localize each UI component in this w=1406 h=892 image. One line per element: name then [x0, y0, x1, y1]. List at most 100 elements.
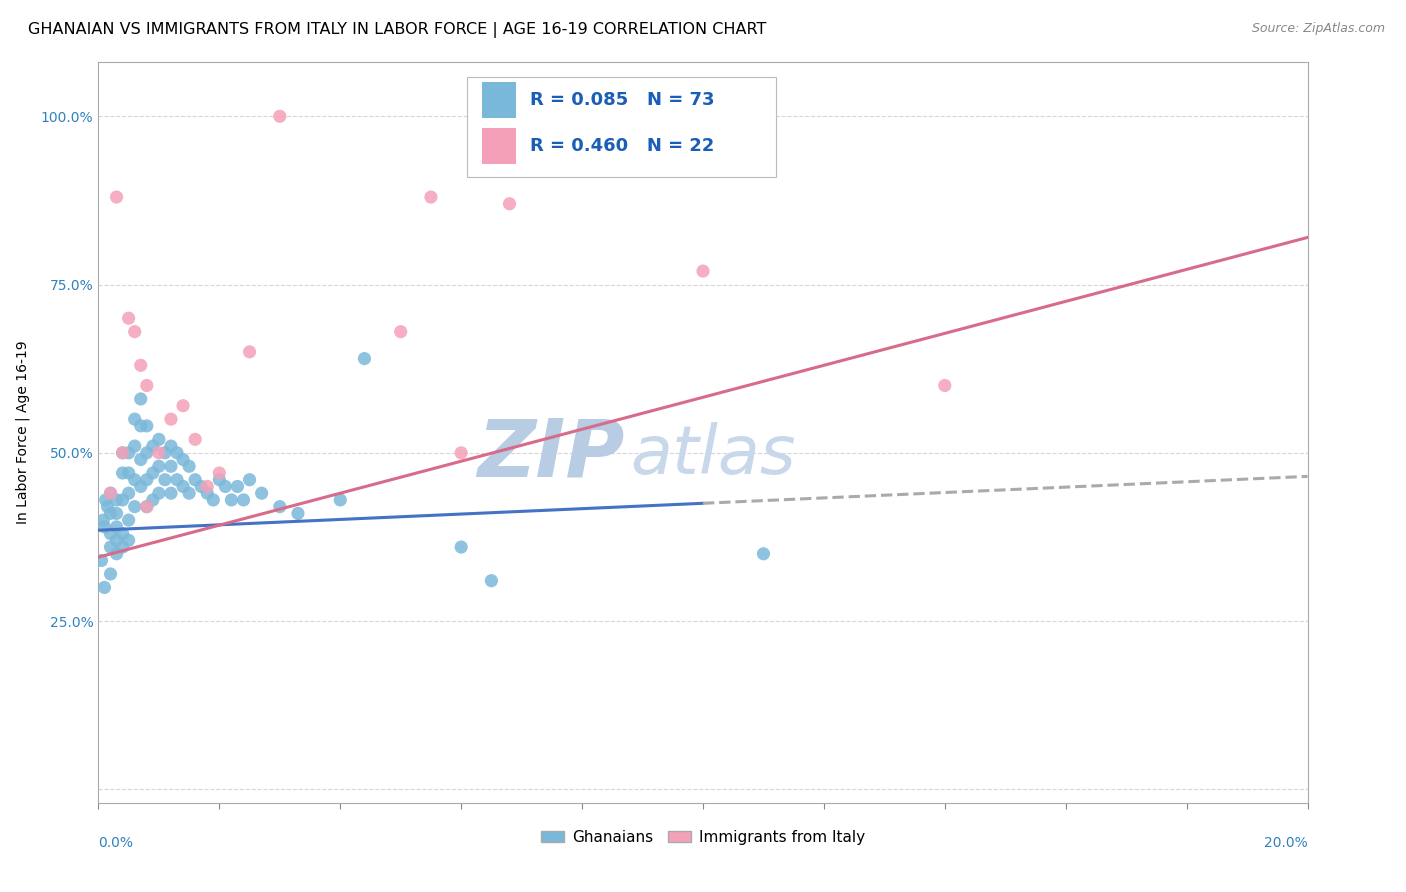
Point: [208, 466, 231, 480]
Point: [166, 446, 188, 460]
Point: [118, 311, 141, 326]
Point: [692, 264, 714, 278]
Point: [124, 473, 146, 487]
Point: [111, 446, 134, 460]
Point: [105, 547, 128, 561]
Point: [118, 466, 141, 480]
Point: [329, 492, 352, 507]
Point: [179, 459, 201, 474]
Point: [420, 190, 443, 204]
Text: 20.0%: 20.0%: [1264, 836, 1308, 850]
Point: [287, 507, 309, 521]
Point: [208, 473, 231, 487]
Point: [184, 433, 207, 447]
Point: [172, 399, 194, 413]
Point: [100, 540, 122, 554]
Point: [148, 446, 170, 460]
Point: [481, 574, 503, 588]
Point: [221, 492, 243, 507]
Text: R = 0.085   N = 73: R = 0.085 N = 73: [530, 91, 714, 109]
Point: [124, 412, 146, 426]
Text: R = 0.460   N = 22: R = 0.460 N = 22: [530, 137, 714, 155]
Point: [214, 479, 236, 493]
Point: [752, 547, 775, 561]
Point: [111, 492, 134, 507]
Point: [148, 433, 170, 447]
Point: [353, 351, 375, 366]
FancyBboxPatch shape: [482, 82, 516, 118]
Point: [90, 553, 112, 567]
Point: [100, 566, 122, 581]
Point: [160, 439, 183, 453]
Point: [135, 500, 157, 514]
Point: [250, 486, 273, 500]
Point: [105, 492, 128, 507]
Point: [148, 459, 170, 474]
Point: [135, 418, 157, 433]
Point: [100, 486, 122, 500]
Text: GHANAIAN VS IMMIGRANTS FROM ITALY IN LABOR FORCE | AGE 16-19 CORRELATION CHART: GHANAIAN VS IMMIGRANTS FROM ITALY IN LAB…: [28, 22, 766, 38]
Point: [179, 486, 201, 500]
Point: [142, 466, 165, 480]
Point: [129, 479, 152, 493]
Point: [202, 492, 225, 507]
Y-axis label: In Labor Force | Age 16-19: In Labor Force | Age 16-19: [15, 341, 30, 524]
Point: [450, 446, 472, 460]
Point: [111, 446, 134, 460]
Point: [105, 190, 128, 204]
Point: [498, 196, 520, 211]
Point: [124, 325, 146, 339]
Point: [124, 500, 146, 514]
Point: [166, 473, 188, 487]
Point: [195, 486, 218, 500]
Point: [226, 479, 249, 493]
Point: [148, 486, 170, 500]
Point: [96, 500, 118, 514]
Text: atlas: atlas: [630, 422, 796, 488]
Point: [100, 507, 122, 521]
Point: [269, 500, 291, 514]
Point: [100, 486, 122, 500]
Point: [389, 325, 412, 339]
Point: [91, 513, 114, 527]
Point: [93, 520, 115, 534]
Point: [100, 526, 122, 541]
Point: [160, 412, 183, 426]
Point: [111, 526, 134, 541]
Point: [118, 486, 141, 500]
Point: [232, 492, 254, 507]
Point: [450, 540, 472, 554]
Point: [239, 344, 262, 359]
Point: [105, 520, 128, 534]
Point: [111, 540, 134, 554]
FancyBboxPatch shape: [467, 78, 776, 178]
Point: [118, 446, 141, 460]
Point: [239, 473, 262, 487]
Point: [129, 392, 152, 406]
Point: [195, 479, 218, 493]
Point: [172, 452, 194, 467]
Point: [160, 459, 183, 474]
Text: ZIP: ZIP: [477, 416, 624, 494]
Point: [129, 359, 152, 373]
Text: Source: ZipAtlas.com: Source: ZipAtlas.com: [1251, 22, 1385, 36]
Point: [105, 533, 128, 548]
FancyBboxPatch shape: [482, 128, 516, 164]
Point: [190, 479, 212, 493]
Point: [142, 492, 165, 507]
Point: [269, 109, 291, 123]
Point: [105, 507, 128, 521]
Point: [135, 473, 157, 487]
Point: [118, 513, 141, 527]
Legend: Ghanaians, Immigrants from Italy: Ghanaians, Immigrants from Italy: [536, 823, 870, 851]
Point: [118, 533, 141, 548]
Point: [129, 418, 152, 433]
Point: [934, 378, 956, 392]
Point: [111, 466, 134, 480]
Point: [153, 473, 176, 487]
Point: [129, 452, 152, 467]
Point: [135, 378, 157, 392]
Point: [184, 473, 207, 487]
Point: [94, 492, 117, 507]
Point: [135, 500, 157, 514]
